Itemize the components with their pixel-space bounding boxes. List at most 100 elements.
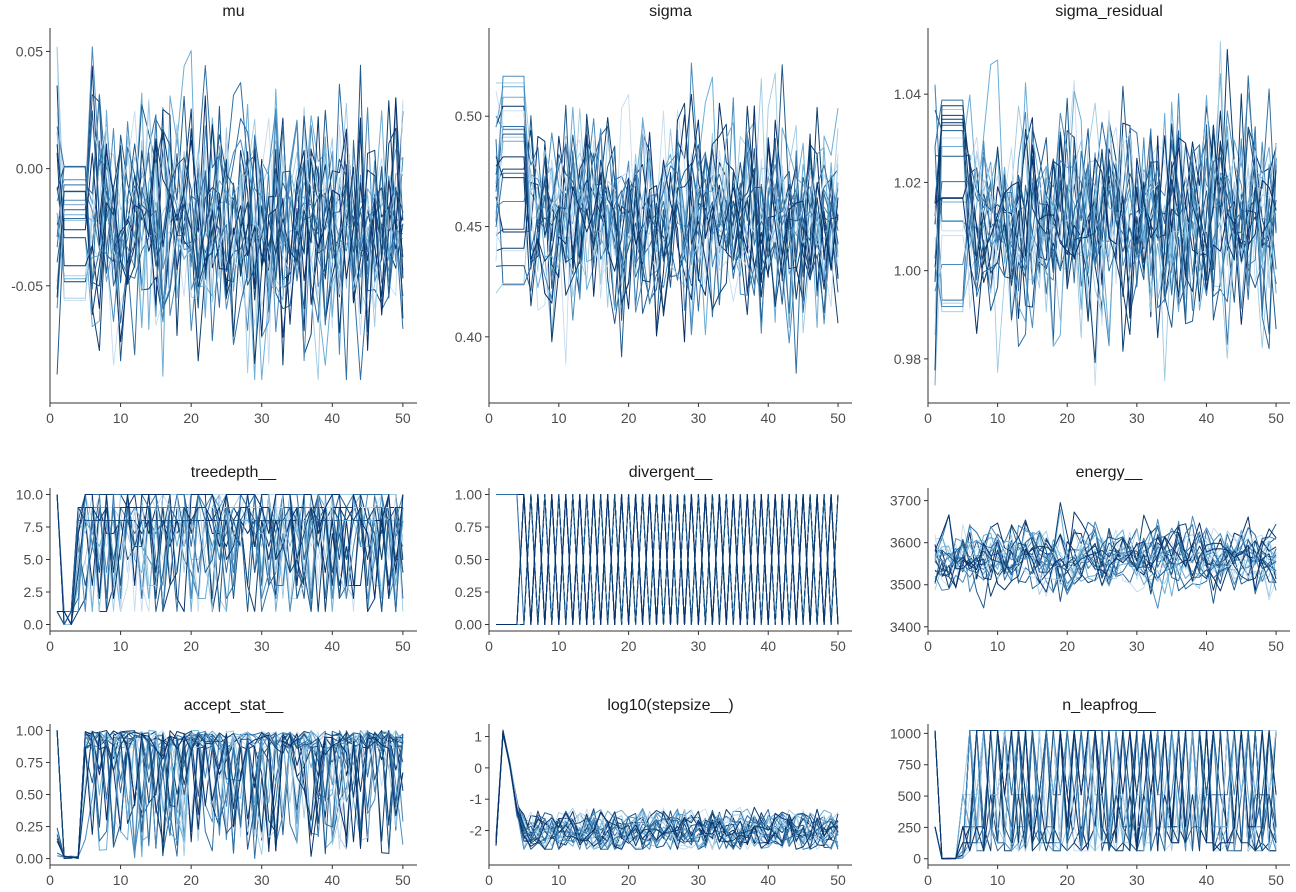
trace-lines bbox=[56, 494, 404, 625]
x-tick-label: 0 bbox=[46, 410, 54, 426]
x-tick-label: 20 bbox=[1059, 410, 1075, 426]
panel-title: divergent__ bbox=[629, 464, 714, 481]
x-tick-label: 0 bbox=[46, 638, 54, 654]
x-tick-label: 40 bbox=[325, 872, 341, 888]
chain-line bbox=[56, 730, 404, 859]
y-tick-label: 1.00 bbox=[16, 722, 43, 738]
chain-line bbox=[934, 143, 1277, 347]
y-tick-label: 5.0 bbox=[24, 552, 44, 568]
trace-panel-sigma-residual: sigma_residual 0.98 1.00 1.02 1.04 0 10 20 30 40 5… bbox=[894, 3, 1290, 426]
y-tick-label: 0.50 bbox=[16, 787, 43, 803]
x-tick-label: 20 bbox=[621, 872, 637, 888]
y-tick-label: 0.25 bbox=[16, 819, 43, 835]
trace-lines bbox=[496, 494, 839, 625]
x-tick-label: 20 bbox=[1059, 638, 1075, 654]
chain-line bbox=[934, 122, 1277, 382]
y-tick-label: 750 bbox=[898, 757, 922, 773]
x-tick-label: 0 bbox=[924, 638, 932, 654]
chain-line bbox=[57, 507, 404, 612]
x-tick-label: 10 bbox=[551, 872, 567, 888]
trace-lines bbox=[495, 62, 839, 374]
x-tick-label: 10 bbox=[113, 872, 129, 888]
chain-line bbox=[934, 502, 1277, 595]
x-tick-label: 10 bbox=[990, 872, 1006, 888]
y-tick-label: 0.75 bbox=[455, 519, 482, 535]
x-tick-label: 0 bbox=[485, 638, 493, 654]
chain-line bbox=[56, 730, 404, 859]
x-tick-label: 50 bbox=[1268, 410, 1284, 426]
y-tick-label: 0 bbox=[913, 851, 921, 867]
chain-line bbox=[934, 526, 1277, 595]
x-tick-label: 50 bbox=[395, 872, 411, 888]
chain-line bbox=[495, 139, 839, 374]
chain-line bbox=[495, 105, 839, 343]
chain-line bbox=[57, 507, 403, 625]
chain-line bbox=[495, 731, 839, 850]
y-tick-label: 1.00 bbox=[894, 263, 921, 279]
y-tick-label: 0.0 bbox=[24, 617, 44, 633]
y-tick-label: 1.00 bbox=[455, 487, 482, 503]
y-tick-label: 0.50 bbox=[455, 552, 482, 568]
x-tick-label: 30 bbox=[1129, 872, 1145, 888]
x-tick-label: 20 bbox=[183, 410, 199, 426]
chain-line bbox=[56, 730, 404, 859]
chain-line bbox=[495, 75, 839, 334]
chain-line bbox=[495, 86, 839, 328]
x-tick-label: 40 bbox=[760, 638, 776, 654]
y-tick-label: 0.75 bbox=[16, 754, 43, 770]
x-tick-label: 30 bbox=[691, 872, 707, 888]
chain-line bbox=[57, 507, 404, 625]
panel-title: accept_stat__ bbox=[184, 697, 285, 714]
chain-line bbox=[56, 730, 403, 858]
trace-panel-accept-stat: accept_stat__ 0.00 0.25 0.50 0.75 1.00 0 10 20 30… bbox=[16, 697, 417, 888]
x-tick-label: 50 bbox=[395, 638, 411, 654]
x-tick-label: 40 bbox=[325, 638, 341, 654]
chain-line bbox=[934, 93, 1277, 371]
chain-line bbox=[56, 730, 404, 859]
x-tick-label: 30 bbox=[254, 638, 270, 654]
x-tick-label: 30 bbox=[254, 872, 270, 888]
x-tick-label: 0 bbox=[924, 410, 932, 426]
trace-lines bbox=[934, 40, 1277, 386]
y-tick-label: -2 bbox=[470, 823, 483, 839]
chain-line bbox=[934, 730, 1277, 860]
y-tick-label: 0.50 bbox=[455, 108, 482, 124]
y-tick-label: 3400 bbox=[890, 619, 921, 635]
x-tick-label: 10 bbox=[990, 410, 1006, 426]
chain-line bbox=[934, 730, 1277, 860]
y-tick-label: 3700 bbox=[890, 493, 921, 509]
trace-lines bbox=[56, 46, 404, 381]
x-tick-label: 30 bbox=[1129, 638, 1145, 654]
y-tick-label: 3500 bbox=[890, 577, 921, 593]
panel-title: sigma bbox=[649, 3, 692, 20]
chain-line bbox=[495, 734, 839, 850]
y-tick-label: 3600 bbox=[890, 535, 921, 551]
x-tick-label: 40 bbox=[325, 410, 341, 426]
y-tick-label: 1 bbox=[474, 729, 482, 745]
x-tick-label: 10 bbox=[990, 638, 1006, 654]
chain-line bbox=[495, 731, 839, 850]
chain-line bbox=[495, 735, 839, 850]
chain-line bbox=[495, 123, 839, 321]
panel-title: n_leapfrog__ bbox=[1062, 697, 1157, 714]
chain-line bbox=[56, 46, 404, 374]
x-tick-label: 0 bbox=[485, 410, 493, 426]
x-tick-label: 40 bbox=[760, 872, 776, 888]
x-tick-label: 10 bbox=[551, 410, 567, 426]
x-tick-label: 50 bbox=[830, 638, 846, 654]
x-tick-label: 0 bbox=[924, 872, 932, 888]
x-tick-label: 10 bbox=[113, 410, 129, 426]
x-tick-label: 0 bbox=[485, 872, 493, 888]
chain-line bbox=[56, 507, 404, 625]
y-tick-label: 2.5 bbox=[24, 584, 44, 600]
x-tick-label: 50 bbox=[395, 410, 411, 426]
x-tick-label: 30 bbox=[691, 638, 707, 654]
trace-panel-divergent: divergent__ 0.00 0.25 0.50 0.75 1.00 0 10 20 30 40… bbox=[455, 464, 852, 654]
y-tick-label: 1000 bbox=[890, 725, 921, 741]
trace-lines bbox=[495, 729, 839, 850]
chain-line bbox=[56, 731, 404, 859]
trace-panel-sigma: sigma 0.40 0.45 0.50 0 10 20 30 40 50 bbox=[455, 3, 852, 426]
panel-title: sigma_residual bbox=[1055, 3, 1163, 20]
chain-line bbox=[56, 82, 404, 322]
